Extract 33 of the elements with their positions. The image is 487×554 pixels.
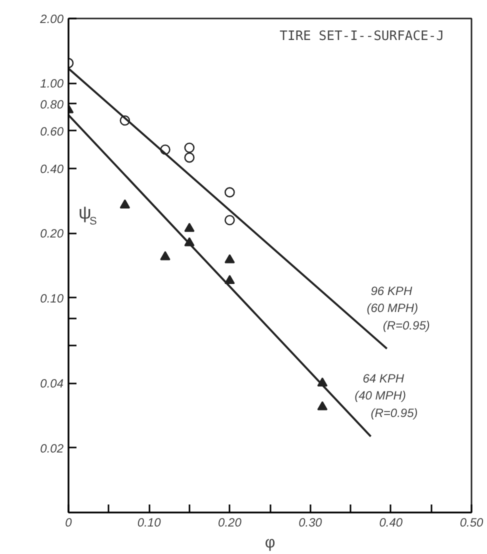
y-tick-label: 0.20: [40, 226, 64, 241]
annotation: (40 MPH): [354, 388, 406, 403]
annotation: 64 KPH: [362, 372, 404, 386]
point: [184, 152, 195, 163]
y-tick-label: 0.10: [40, 291, 64, 306]
x-tick-label: 0.30: [298, 516, 322, 530]
y-tick-label: 0.40: [40, 162, 64, 176]
x-tick-label: 0.20: [218, 516, 242, 530]
y-tick-label: 0.80: [40, 97, 64, 112]
x-tick-label: 0.40: [379, 516, 403, 530]
point: [224, 215, 235, 226]
x-axis-title: φ: [264, 534, 276, 552]
y-tick-label: 0.04: [40, 376, 64, 391]
point: [184, 142, 195, 153]
annotation: (60 MPH): [366, 301, 418, 316]
annotation: (R=0.95): [370, 406, 418, 420]
y-tick-label: 2.00: [39, 12, 64, 26]
point: [224, 254, 235, 264]
y-tick-label: 0.60: [40, 124, 64, 138]
x-tick-label: 0.50: [460, 516, 484, 530]
point: [160, 251, 170, 260]
y-tick-label: 0.02: [40, 441, 64, 456]
annotation: 96 KPH: [370, 284, 412, 298]
y-tick-label: 1.00: [40, 76, 64, 91]
annotation: (R=0.95): [382, 318, 430, 332]
point: [224, 187, 235, 198]
x-tick-label: 0: [65, 516, 72, 530]
x-tick-label: 0.10: [137, 516, 162, 530]
point: [120, 199, 130, 208]
text: TIRE SET-I--SURFACE-J: [280, 29, 444, 44]
point: [184, 222, 195, 232]
point: [317, 401, 328, 410]
point: [224, 274, 235, 284]
